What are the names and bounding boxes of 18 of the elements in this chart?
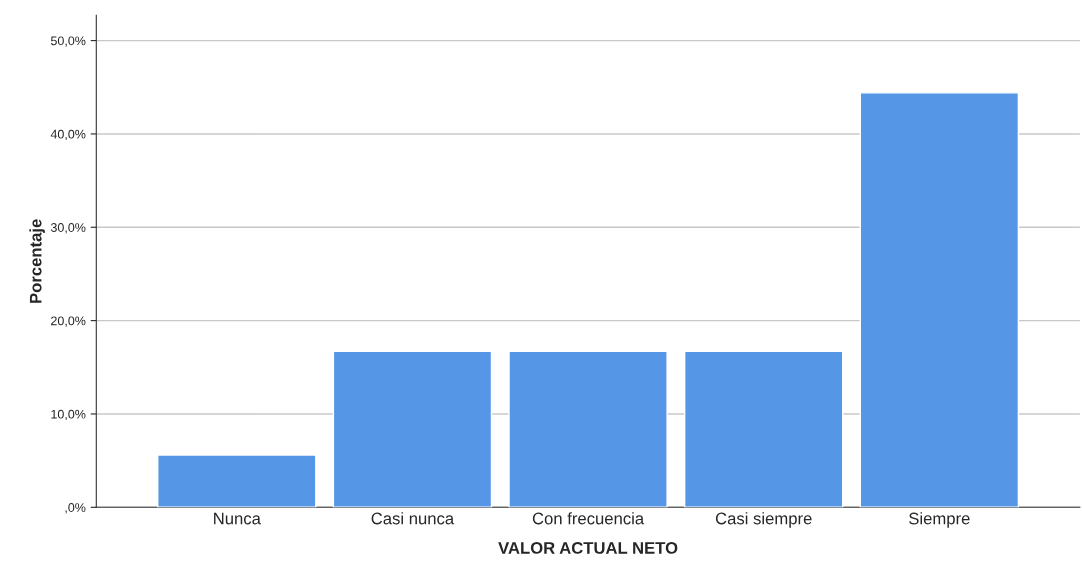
bar: [683, 350, 844, 508]
y-tick-label: 10,0%: [51, 409, 86, 421]
bar: [157, 454, 317, 508]
bar: [508, 350, 668, 508]
bar: [332, 350, 493, 508]
x-tick-label: Nunca: [214, 512, 261, 525]
y-tick-label: 50,0%: [50, 36, 86, 47]
y-axis-title: Porcentaje: [29, 219, 45, 303]
y-tick-label: 20,0%: [51, 316, 86, 327]
x-tick-label: Casi siempre: [715, 512, 812, 528]
x-tick-label: Casi nunca: [371, 512, 455, 525]
bar: [859, 92, 1020, 508]
x-axis-title: VALOR ACTUAL NETO: [498, 542, 678, 554]
y-tick-label: ,0%: [65, 503, 86, 514]
x-tick-label: Siempre: [909, 512, 970, 528]
y-tick-label: 40,0%: [50, 129, 86, 141]
x-tick-label: Con frecuencia: [532, 512, 645, 525]
y-tick-label: 30,0%: [50, 223, 86, 234]
